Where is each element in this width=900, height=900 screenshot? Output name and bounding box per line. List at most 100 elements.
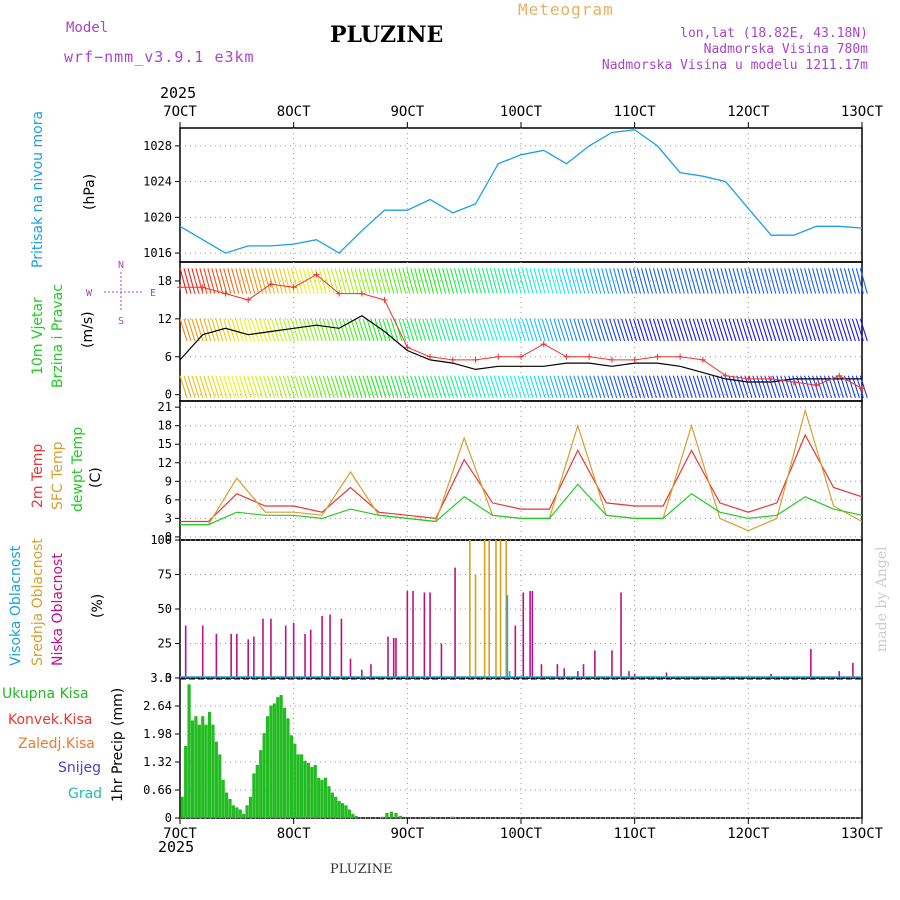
wind-barb	[780, 318, 789, 342]
wind-barb	[310, 375, 319, 399]
wind-barb	[489, 268, 498, 294]
wind-barb	[342, 268, 351, 294]
wind-barb	[736, 375, 745, 399]
wind-barb	[525, 375, 534, 399]
wind-barb	[422, 268, 431, 294]
precip-bar	[187, 684, 191, 818]
wind-barb	[668, 268, 677, 294]
wind-gust-marker	[381, 296, 388, 303]
temp-axis-tick-label: 18	[158, 419, 172, 433]
wind-barb	[266, 268, 276, 294]
wind-barb	[247, 268, 256, 294]
wind-barb	[629, 318, 638, 342]
wind-barb	[346, 375, 355, 399]
wind-barb	[640, 375, 650, 399]
precip-bar	[296, 754, 300, 818]
wind-barb	[521, 318, 530, 342]
wind-barb	[839, 268, 848, 294]
wind-barb	[358, 318, 367, 342]
wind-barb	[223, 318, 232, 342]
wind-barb	[251, 318, 260, 342]
wind-barb	[617, 375, 626, 399]
wind-barb	[505, 268, 514, 294]
wind-barb	[314, 318, 323, 342]
wind-barb	[585, 268, 594, 294]
wind-barb	[461, 375, 470, 399]
wind-barb	[219, 318, 228, 342]
wind-barb	[831, 318, 840, 342]
wind-barb	[513, 318, 522, 342]
temp-axis-tick-label: 3	[165, 511, 172, 525]
wind-barb	[438, 375, 447, 399]
cloud-axis-tick-label: 25	[158, 637, 172, 651]
wind-barb	[577, 268, 586, 294]
wind-barb	[636, 268, 646, 294]
wind-barb	[636, 318, 646, 342]
precip-bar	[354, 815, 358, 818]
wind-barb	[688, 375, 697, 399]
wind-barb	[187, 318, 196, 342]
wind-barb	[792, 318, 801, 342]
wind-barb	[231, 318, 240, 342]
wind-barb	[489, 318, 498, 342]
precip-bar	[269, 705, 273, 818]
x-label-bottom: 12OCT	[727, 826, 770, 842]
precip-bar	[633, 816, 637, 818]
wind-barb	[326, 318, 335, 342]
wind-barb	[282, 375, 291, 399]
precip-bar	[180, 796, 184, 818]
wind-barb	[644, 318, 653, 342]
location-lonlat: lon,lat (18.82E, 43.18N)	[680, 26, 868, 41]
wind-barb	[370, 268, 379, 294]
wind-barb	[668, 318, 677, 342]
wind-gust-marker	[699, 356, 706, 363]
wind-barb	[597, 268, 606, 294]
model-name: wrf−nmm_v3.9.1 e3km	[64, 48, 255, 66]
wind-barb	[823, 318, 833, 342]
wind-barb	[664, 268, 673, 294]
precip-bar	[276, 697, 280, 818]
wind-barb	[593, 268, 602, 294]
wind-barb	[302, 318, 311, 342]
wind-barb	[660, 318, 669, 342]
precip-bar	[323, 777, 328, 818]
wind-barb	[438, 268, 447, 294]
wind-barb	[414, 318, 423, 342]
wind-barb	[819, 318, 829, 342]
wind-barb	[629, 268, 638, 294]
wind-barb	[294, 318, 303, 342]
wind-barb	[808, 318, 817, 342]
wind-barb	[581, 375, 590, 399]
x-label-top: 7OCT	[163, 104, 197, 120]
precip-axis-tick-label: 1.32	[143, 755, 172, 769]
wind-barb	[557, 268, 566, 294]
wind-barb	[255, 268, 264, 294]
wind-barb	[549, 375, 558, 399]
x-label-bottom: 7OCT	[163, 826, 197, 842]
wind-barb	[298, 268, 307, 294]
wind-barb	[382, 318, 391, 342]
wind-axis-tick-label: 0	[165, 388, 172, 402]
wind-barb	[621, 318, 630, 342]
wind-barb	[187, 268, 196, 294]
wind-barb	[374, 318, 383, 342]
temp-axis-tick-label: 21	[158, 400, 172, 414]
wind-barb	[414, 375, 423, 399]
precip-bar	[394, 812, 398, 818]
wind-barb	[191, 375, 200, 399]
wind-barb	[537, 375, 546, 399]
wind-barb	[704, 268, 713, 294]
wind-barb	[334, 318, 343, 342]
wind-barb	[843, 268, 852, 294]
precip-bar	[245, 805, 249, 818]
wind-barb	[784, 318, 793, 342]
wind-gust-marker	[267, 281, 274, 288]
precip-bar	[255, 764, 259, 818]
wind-barb	[804, 268, 813, 294]
wind-barb	[354, 375, 363, 399]
wind-barb	[314, 375, 323, 399]
wind-barb	[330, 318, 339, 342]
wind-barb	[306, 318, 315, 342]
wind-barb	[593, 318, 602, 342]
